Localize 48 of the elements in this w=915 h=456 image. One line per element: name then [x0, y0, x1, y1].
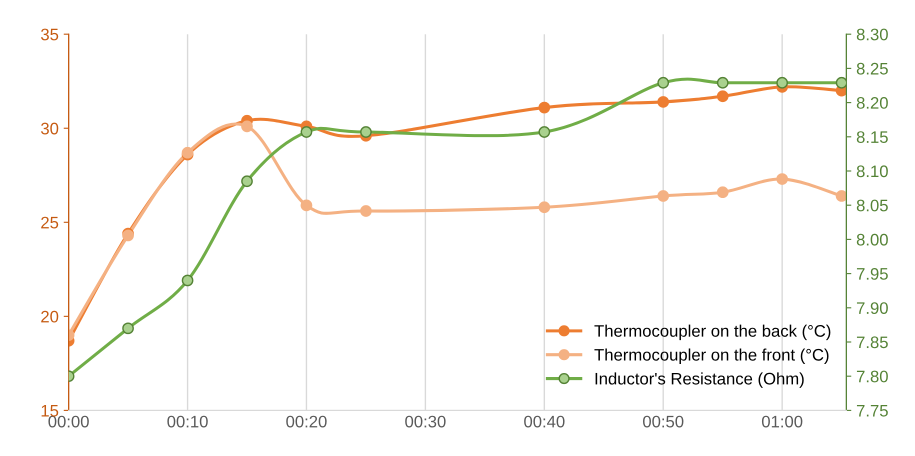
y2-tick-label: 8.15 — [856, 131, 888, 144]
x-tick-label: 00:10 — [167, 416, 208, 428]
point — [360, 126, 372, 138]
point — [122, 322, 134, 334]
x-tick-label: 00:50 — [643, 416, 684, 428]
point — [716, 90, 729, 102]
point — [657, 76, 670, 89]
point — [241, 175, 253, 188]
y2-tick-label: 7.95 — [856, 268, 888, 280]
point — [657, 96, 670, 108]
point — [538, 126, 550, 138]
y2-tick-label: 7.90 — [856, 302, 888, 314]
x-tick-label: 00:20 — [286, 416, 327, 428]
y2-tick-label: 8.10 — [856, 165, 888, 178]
y-tick-label: 30 — [41, 122, 58, 134]
point — [538, 102, 550, 114]
point — [716, 186, 729, 198]
y-tick-label: 20 — [41, 310, 58, 323]
x-tick-label: 00:30 — [405, 416, 446, 428]
y-tick-label: 35 — [41, 28, 58, 40]
point — [360, 205, 372, 217]
y2-tick-label: 7.85 — [856, 336, 888, 348]
y2-tick-label: 7.75 — [856, 404, 888, 417]
point — [538, 201, 550, 214]
y2-tick-label: 8.30 — [856, 28, 888, 40]
x-tick-label: 01:00 — [762, 416, 802, 428]
point — [776, 173, 788, 185]
y2-tick-label: 8.20 — [856, 97, 888, 109]
point — [182, 274, 194, 286]
point — [776, 76, 788, 89]
y2-tick-label: 8.25 — [856, 62, 888, 75]
point — [300, 126, 312, 138]
y-tick-label: 15 — [42, 404, 58, 417]
point — [657, 190, 670, 202]
point — [836, 76, 846, 89]
point — [300, 200, 312, 212]
point — [716, 76, 729, 89]
y2-tick-label: 8.05 — [856, 200, 888, 212]
point — [836, 190, 846, 202]
legend-label: Inductor's Resistance (Ohm) — [596, 372, 804, 388]
legend-label: Thermocoupler on the front (°C) — [594, 348, 829, 364]
x-tick-label: 00:00 — [48, 416, 89, 428]
y2-tick-label: 7.80 — [856, 370, 888, 382]
x-tick-label: 00:40 — [524, 416, 565, 428]
y-tick-label: 25 — [41, 216, 58, 229]
point — [241, 120, 253, 132]
y2-tick-label: 8.00 — [856, 234, 888, 246]
legend-label: Thermocoupler on the back (°C) — [594, 324, 830, 340]
